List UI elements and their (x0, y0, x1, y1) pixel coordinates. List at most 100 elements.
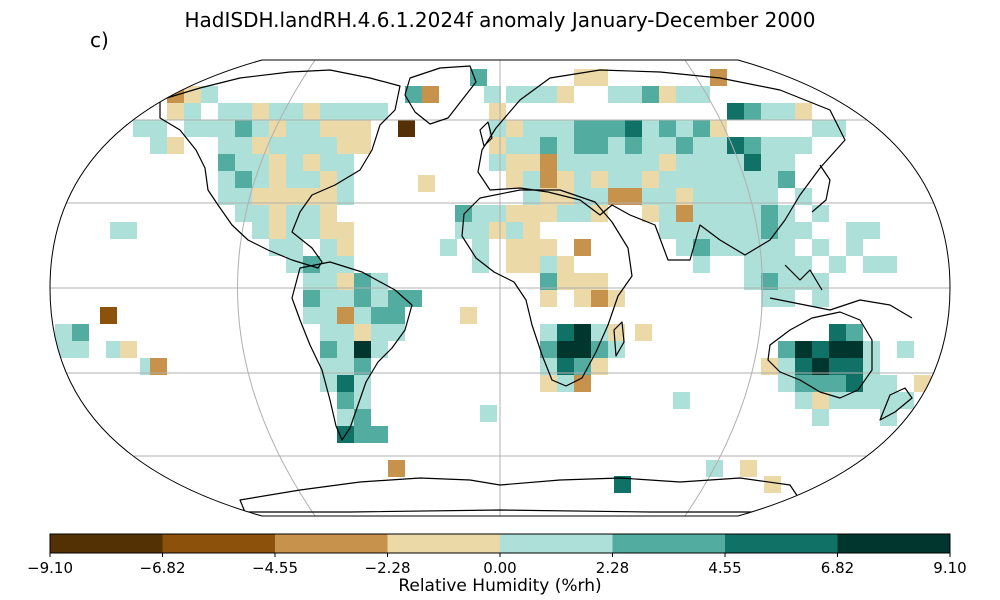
anomaly-cell (710, 137, 727, 154)
anomaly-cell (557, 120, 574, 137)
anomaly-cell (591, 188, 608, 205)
anomaly-cell (557, 137, 574, 154)
anomaly-cell (120, 341, 137, 358)
anomaly-cell (320, 120, 337, 137)
anomaly-cell (540, 290, 557, 307)
anomaly-cell (846, 222, 863, 239)
anomaly-cell (303, 222, 320, 239)
anomaly-cell (218, 137, 235, 154)
anomaly-cell (557, 154, 574, 171)
anomaly-cell (472, 222, 489, 239)
anomaly-cell (540, 154, 557, 171)
anomaly-cell (761, 171, 778, 188)
anomaly-cell (761, 256, 778, 273)
anomaly-cell (470, 69, 487, 86)
anomaly-cell (557, 86, 574, 103)
anomaly-cell (795, 137, 812, 154)
anomaly-cell (523, 137, 540, 154)
anomaly-cell (795, 375, 812, 392)
anomaly-cell (778, 222, 795, 239)
anomaly-cell (506, 239, 523, 256)
new-zealand-coast (879, 387, 913, 421)
anomaly-cell (608, 137, 625, 154)
anomaly-cell (303, 171, 320, 188)
anomaly-cell (706, 460, 723, 477)
anomaly-cell (489, 154, 506, 171)
anomaly-cell (337, 409, 354, 426)
panel-label: c) (90, 28, 109, 52)
anomaly-cell (269, 188, 286, 205)
anomaly-cell (303, 103, 320, 120)
anomaly-cell (778, 273, 795, 290)
anomaly-cell (184, 86, 201, 103)
anomaly-cell (574, 171, 591, 188)
anomaly-cell (727, 188, 744, 205)
anomaly-cell (55, 341, 72, 358)
anomaly-cell (642, 86, 659, 103)
anomaly-cell (489, 103, 506, 120)
anomaly-cell (506, 205, 523, 222)
anomaly-cell (354, 426, 371, 443)
anomaly-cell (337, 341, 354, 358)
map-outline (49, 59, 951, 517)
colorbar-tick-label: −2.28 (364, 559, 411, 577)
anomaly-cell (778, 341, 795, 358)
anomaly-cell (625, 154, 642, 171)
anomaly-cell (337, 103, 354, 120)
colorbar-segment (162, 534, 276, 553)
anomaly-cell (422, 86, 439, 103)
colorbar-tick-label: −6.82 (139, 559, 186, 577)
anomaly-cell (218, 103, 235, 120)
anomaly-cell (795, 103, 812, 120)
anomaly-cell (455, 205, 472, 222)
anomaly-cell (303, 120, 320, 137)
colorbar-segment (500, 534, 613, 553)
anomaly-cell (133, 120, 150, 137)
anomaly-cell (472, 205, 489, 222)
anomaly-cell (320, 137, 337, 154)
anomaly-cell (574, 341, 591, 358)
anomaly-cell (591, 154, 608, 171)
uk-coast (479, 121, 493, 147)
anomaly-cell (523, 222, 540, 239)
anomaly-cell (337, 137, 354, 154)
anomaly-cell (286, 103, 303, 120)
anomaly-cell (235, 103, 252, 120)
anomaly-cell (591, 137, 608, 154)
anomaly-cell (506, 171, 523, 188)
anomaly-cell (673, 392, 690, 409)
anomaly-cell (557, 341, 574, 358)
anomaly-cell (676, 222, 693, 239)
anomaly-cell (591, 324, 608, 341)
anomaly-cell (320, 375, 337, 392)
anomaly-cell (523, 171, 540, 188)
anomaly-cell (506, 222, 523, 239)
anomaly-cell (693, 188, 710, 205)
anomaly-cell (693, 239, 710, 256)
anomaly-cell (591, 171, 608, 188)
anomaly-cell (184, 103, 201, 120)
anomaly-cell (778, 205, 795, 222)
anomaly-cell (506, 256, 523, 273)
anomaly-cell (320, 341, 337, 358)
anomaly-cell (489, 205, 506, 222)
anomaly-cell (744, 239, 761, 256)
anomaly-cell (591, 290, 608, 307)
anomaly-cell (744, 273, 761, 290)
anomaly-cell (150, 137, 167, 154)
anomaly-cell (557, 205, 574, 222)
anomaly-cell (812, 239, 829, 256)
anomaly-cell (354, 358, 371, 375)
anomaly-cell (106, 341, 123, 358)
map-title: HadISDH.landRH.4.6.1.2024f anomaly Janua… (184, 8, 816, 32)
anomaly-cell (218, 154, 235, 171)
anomaly-cell (320, 256, 337, 273)
anomaly-cell (523, 120, 540, 137)
anomaly-cell (659, 86, 676, 103)
anomaly-cell (252, 103, 269, 120)
anomaly-cell (398, 120, 415, 137)
anomaly-cell (506, 154, 523, 171)
anomaly-cell (625, 188, 642, 205)
anomaly-cell (829, 324, 846, 341)
anomaly-cell (472, 239, 489, 256)
